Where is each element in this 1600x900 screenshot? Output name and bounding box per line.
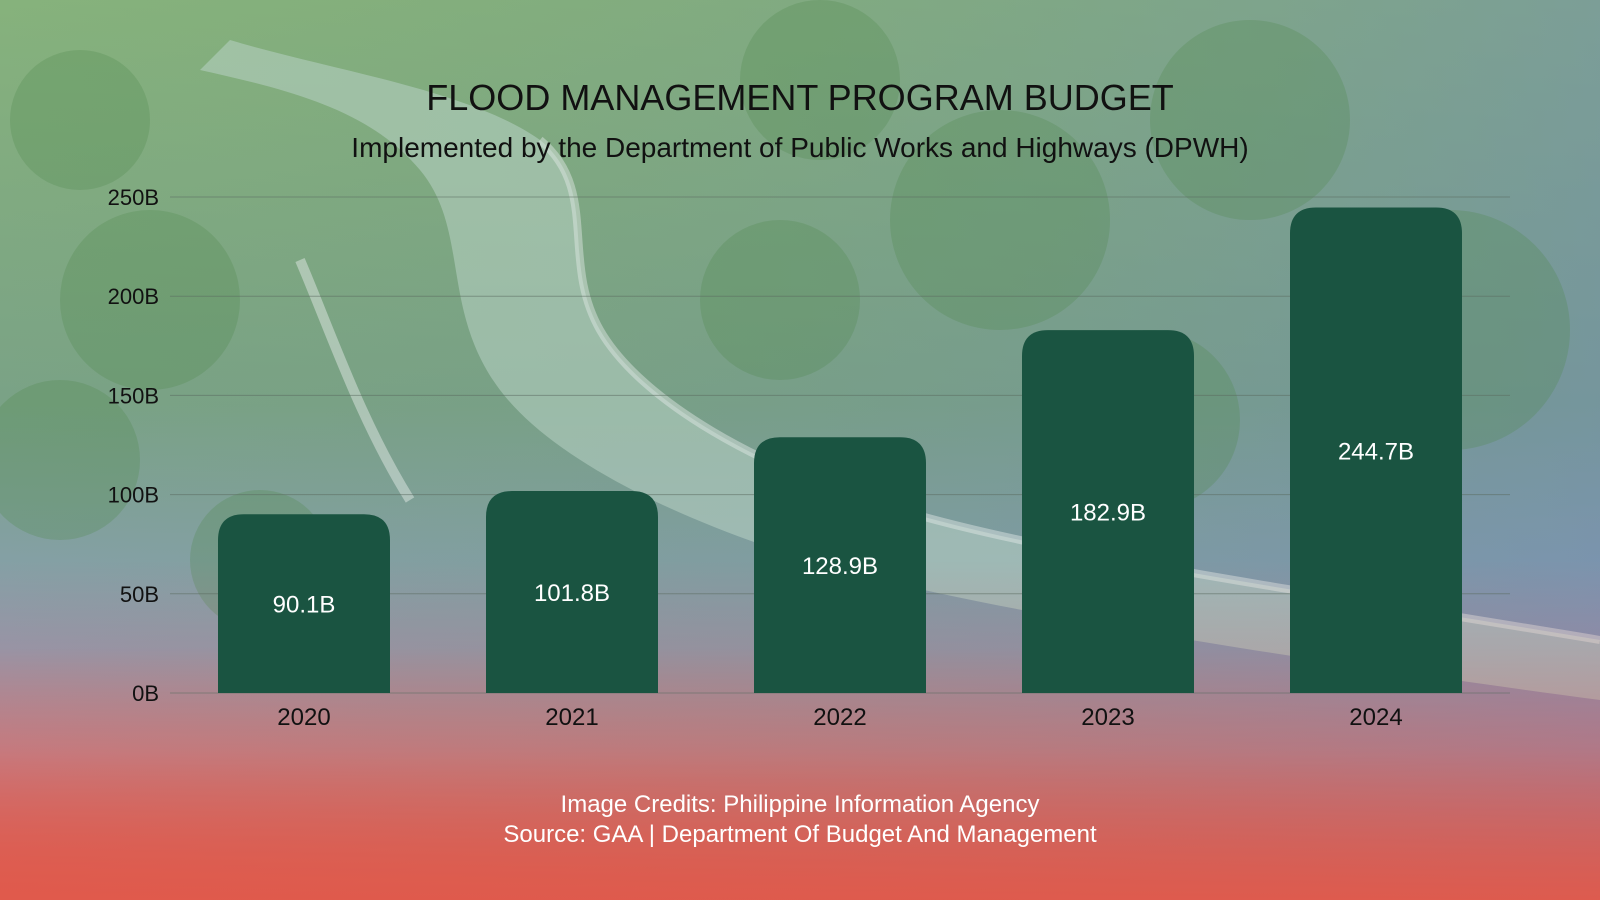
bar-value-label: 244.7B xyxy=(1338,438,1414,465)
y-tick-label: 50B xyxy=(120,582,159,607)
x-category-label: 2020 xyxy=(277,704,330,731)
y-tick-label: 0B xyxy=(132,681,159,706)
bar-value-label: 90.1B xyxy=(273,592,336,619)
data-source: Source: GAA | Department Of Budget And M… xyxy=(503,821,1097,848)
x-axis-labels: 2020 2021 2022 2023 2024 xyxy=(277,704,1402,731)
bar-2024 xyxy=(1290,207,1462,693)
bar-value-label: 182.9B xyxy=(1070,500,1146,527)
y-tick-label: 100B xyxy=(108,483,159,508)
image-credits: Image Credits: Philippine Information Ag… xyxy=(561,791,1040,818)
y-tick-label: 200B xyxy=(108,284,159,309)
y-tick-label: 150B xyxy=(108,383,159,408)
bars: 90.1B 101.8B 128.9B 182.9B 244.7B xyxy=(218,207,1462,693)
y-axis-ticks: 0B 50B 100B 150B 200B 250B xyxy=(108,185,159,706)
x-category-label: 2023 xyxy=(1081,704,1134,731)
y-tick-label: 250B xyxy=(108,185,159,210)
bar-2020 xyxy=(218,514,390,693)
x-category-label: 2022 xyxy=(813,704,866,731)
bar-value-label: 128.9B xyxy=(802,553,878,580)
x-category-label: 2024 xyxy=(1349,704,1402,731)
bar-2022 xyxy=(754,437,926,693)
bar-value-label: 101.8B xyxy=(534,580,610,607)
chart-subtitle: Implemented by the Department of Public … xyxy=(351,132,1248,163)
chart-title: FLOOD MANAGEMENT PROGRAM BUDGET xyxy=(426,77,1173,118)
bar-2023 xyxy=(1022,330,1194,693)
river-wall xyxy=(295,258,415,503)
bar-2021 xyxy=(486,491,658,693)
river-shape xyxy=(200,40,1600,700)
x-category-label: 2021 xyxy=(545,704,598,731)
